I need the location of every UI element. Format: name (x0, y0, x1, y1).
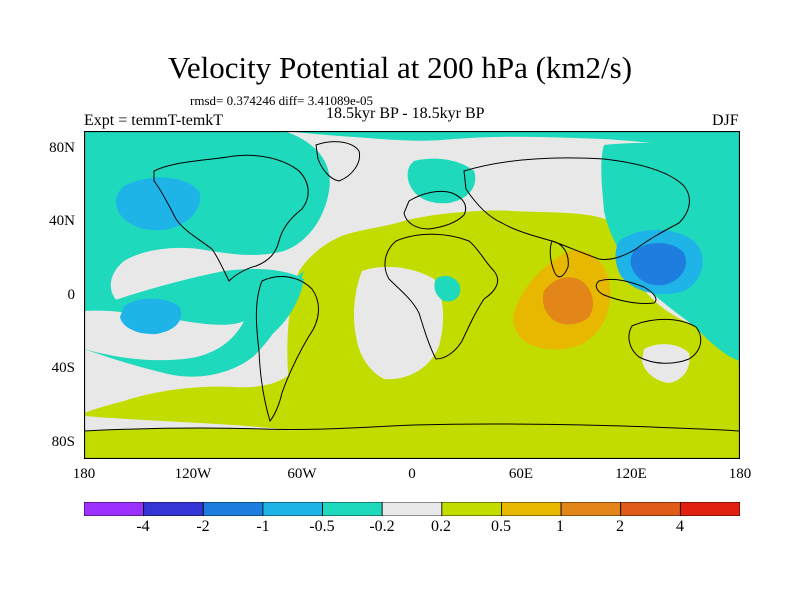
south-america-coastline (255, 276, 319, 423)
negative-anomaly-center (120, 298, 182, 335)
colorbar-swatch (560, 502, 622, 516)
coastlines (84, 141, 740, 432)
colorbar-swatch (620, 502, 681, 516)
positive-anomaly-region (84, 428, 304, 459)
colorbar-swatch (202, 502, 264, 516)
antarctica-coastline (84, 423, 740, 432)
australia-coastline (628, 318, 702, 364)
colorbar-swatch (262, 502, 323, 516)
period-subtitle: 18.5kyr BP - 18.5kyr BP (326, 105, 485, 122)
positive-anomaly-center (542, 277, 594, 325)
positive-anomaly-region (84, 210, 614, 459)
colorbar-label: -0.5 (309, 518, 335, 535)
colorbar-label: 1 (556, 518, 564, 535)
colorbar-swatch (84, 502, 145, 516)
negative-anomaly-region (407, 158, 476, 204)
colorbar-label: -2 (196, 518, 210, 535)
x-tick-label: 180 (728, 466, 752, 482)
colorbar-label: 2 (616, 518, 624, 535)
negative-anomaly-center (116, 177, 201, 231)
asia-coastline (463, 157, 690, 260)
y-tick-label: 40N (49, 213, 75, 229)
x-tick-label: 0 (408, 466, 416, 482)
x-tick-label: 180 (72, 466, 96, 482)
y-tick-label: 40S (51, 360, 75, 376)
colorbar-label: -4 (136, 518, 150, 535)
colorbar-swatch (679, 502, 740, 516)
neutral-anomaly-region (354, 266, 444, 380)
x-tick-label: 60W (287, 466, 317, 482)
negative-anomaly-region (681, 282, 740, 327)
x-tick-label: 60E (508, 466, 534, 482)
colorbar-swatch (322, 502, 383, 516)
colorbar-swatch (501, 502, 562, 516)
colorbar-label: 0.2 (431, 518, 451, 535)
velocity-potential-map (84, 131, 740, 459)
y-tick-label: 0 (67, 287, 76, 303)
x-tick-label: 120W (174, 466, 212, 482)
colorbar-swatch (143, 502, 204, 516)
season-label: DJF (712, 112, 739, 129)
colorbar-label: -1 (256, 518, 270, 535)
maritime-continent-coastline (595, 278, 657, 304)
y-tick-label: 80S (51, 434, 75, 450)
experiment-label: Expt = temmT-temkT (84, 112, 224, 129)
y-tick-label: 80N (49, 140, 75, 156)
africa-coastline (384, 233, 499, 360)
colorbar-swatch (381, 502, 443, 516)
greenland-coastline (315, 141, 361, 182)
negative-anomaly-center (630, 242, 686, 286)
rmsd-diff-stats: rmsd= 0.374246 diff= 3.41089e-05 (190, 93, 374, 108)
colorbar-label: -0.2 (369, 518, 395, 535)
map-frame (84, 131, 740, 459)
india-coastline (549, 240, 569, 278)
colorbar-label: 0.5 (491, 518, 511, 535)
colorbar-swatch (441, 502, 502, 516)
colorbar-label: 4 (676, 518, 684, 535)
negative-anomaly-region (84, 131, 740, 147)
map-title: Velocity Potential at 200 hPa (km2/s) (167, 50, 633, 85)
x-tick-label: 120E (615, 466, 647, 482)
north-america-coastline (153, 154, 309, 282)
colorbar (84, 502, 740, 516)
europe-coastline (403, 190, 467, 230)
negative-anomaly-region (434, 275, 461, 302)
